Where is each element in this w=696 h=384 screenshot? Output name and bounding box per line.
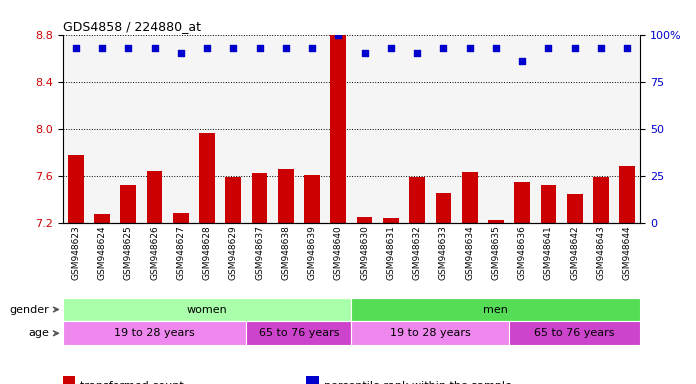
Bar bbox=[120, 185, 136, 223]
Bar bbox=[199, 133, 215, 223]
Point bbox=[622, 45, 633, 51]
Point bbox=[97, 45, 108, 51]
Bar bbox=[94, 215, 110, 223]
Point bbox=[464, 45, 475, 51]
Bar bbox=[147, 171, 162, 223]
Point bbox=[411, 50, 422, 56]
Point bbox=[228, 45, 239, 51]
Bar bbox=[509, 321, 640, 345]
Bar bbox=[331, 35, 346, 223]
Text: GDS4858 / 224880_at: GDS4858 / 224880_at bbox=[63, 20, 200, 33]
Point bbox=[438, 45, 449, 51]
Bar bbox=[593, 177, 609, 223]
Text: 65 to 76 years: 65 to 76 years bbox=[535, 328, 615, 338]
Point bbox=[280, 45, 292, 51]
Point bbox=[175, 50, 187, 56]
Text: 19 to 28 years: 19 to 28 years bbox=[390, 328, 470, 338]
Bar bbox=[173, 213, 189, 223]
Bar bbox=[488, 220, 504, 223]
Text: age: age bbox=[29, 328, 58, 338]
Bar bbox=[514, 182, 530, 223]
Point bbox=[595, 45, 606, 51]
Point bbox=[70, 45, 81, 51]
Bar bbox=[541, 185, 556, 223]
Bar bbox=[226, 177, 242, 223]
Text: 19 to 28 years: 19 to 28 years bbox=[114, 328, 195, 338]
Text: percentile rank within the sample: percentile rank within the sample bbox=[324, 381, 512, 384]
Bar bbox=[63, 298, 351, 321]
Point bbox=[254, 45, 265, 51]
Text: men: men bbox=[484, 305, 508, 314]
Point bbox=[490, 45, 501, 51]
Text: women: women bbox=[187, 305, 228, 314]
Bar bbox=[304, 174, 320, 223]
Text: transformed count: transformed count bbox=[80, 381, 184, 384]
Bar bbox=[619, 166, 635, 223]
Bar bbox=[252, 173, 267, 223]
Bar bbox=[357, 217, 372, 223]
Point bbox=[516, 58, 528, 64]
Bar bbox=[63, 321, 246, 345]
Bar bbox=[409, 177, 425, 223]
Bar bbox=[351, 321, 509, 345]
Bar bbox=[567, 194, 583, 223]
Bar bbox=[461, 172, 477, 223]
Text: gender: gender bbox=[10, 305, 58, 314]
Bar bbox=[351, 298, 640, 321]
Bar bbox=[246, 321, 351, 345]
Point bbox=[386, 45, 397, 51]
Point bbox=[569, 45, 580, 51]
Bar bbox=[68, 154, 84, 223]
Bar bbox=[436, 193, 451, 223]
Point bbox=[333, 31, 344, 38]
Point bbox=[359, 50, 370, 56]
Point bbox=[149, 45, 160, 51]
Point bbox=[306, 45, 317, 51]
Point bbox=[202, 45, 213, 51]
Point bbox=[122, 45, 134, 51]
Bar bbox=[383, 218, 399, 223]
Text: 65 to 76 years: 65 to 76 years bbox=[259, 328, 339, 338]
Bar bbox=[278, 169, 294, 223]
Point bbox=[543, 45, 554, 51]
